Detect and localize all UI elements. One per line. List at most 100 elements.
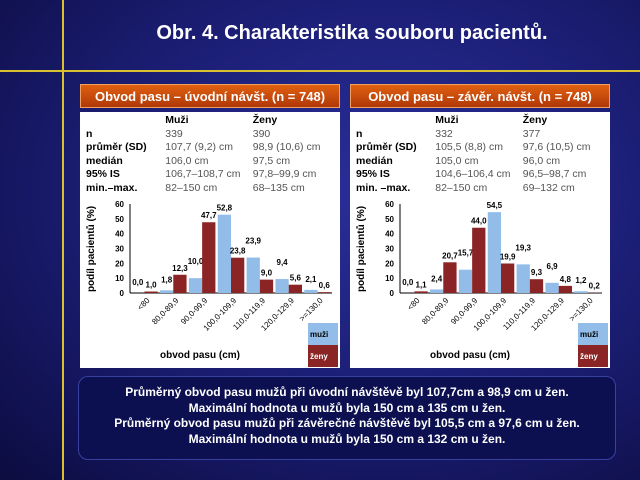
legend-label: muži	[580, 330, 598, 339]
bar-zeny	[144, 291, 158, 293]
stat-zeny: 68–135 cm	[252, 181, 305, 194]
bar-muzi	[430, 289, 444, 293]
legend-swatch	[578, 345, 608, 367]
y-tick-label: 20	[385, 259, 394, 268]
y-tick-label: 60	[115, 200, 124, 209]
legend-label: ženy	[310, 352, 328, 361]
data-label: 2,4	[431, 274, 443, 283]
legend-swatch	[308, 323, 338, 345]
data-label: 9,0	[261, 269, 273, 278]
col-header-zeny: Ženy	[522, 114, 548, 126]
bar-zeny	[414, 291, 428, 293]
data-label: 15,7	[458, 249, 474, 258]
bar-muzi	[160, 290, 174, 293]
note-line: Maximální hodnota u mužů byla 150 cm a 1…	[188, 431, 506, 446]
stat-zeny: 97,5 cm	[252, 154, 291, 167]
stat-label: n	[86, 127, 93, 140]
stat-label: 95% IS	[86, 168, 120, 180]
summary-note: Průměrný obvod pasu mužů při úvodní návš…	[78, 376, 616, 460]
stat-label: min. –max.	[356, 181, 411, 194]
bar-zeny	[173, 274, 187, 293]
x-axis-label: obvod pasu (cm)	[160, 350, 240, 361]
stats-row: průměr (SD) 105,5 (8,8) cm 97,6 (10,5) cm	[356, 141, 610, 155]
stat-muzi: 106,7–108,7 cm	[165, 168, 241, 180]
bar-muzi	[217, 214, 231, 293]
data-label: 47,7	[201, 211, 217, 220]
legend-swatch	[308, 345, 338, 367]
data-label: 0,2	[589, 282, 601, 291]
stats-table: Muži Ženy n 332 377 průměr (SD) 105,5 (8,8) cm…	[356, 114, 610, 195]
legend-swatch	[578, 323, 608, 345]
bar-zeny	[317, 292, 331, 293]
stat-label: průměr (SD)	[86, 141, 147, 153]
panel-header-initial: Obvod pasu – úvodní návšt. (n = 748)	[80, 84, 340, 108]
y-tick-label: 40	[385, 230, 394, 239]
bar-zeny	[231, 257, 245, 293]
col-header-zeny: Ženy	[252, 114, 278, 126]
bar-muzi	[275, 279, 289, 293]
stats-row: 95% IS 104,6–106,4 cm 96,5–98,7 cm	[356, 168, 610, 182]
bar-zeny	[202, 222, 216, 293]
note-line: Průměrný obvod pasu mužů při závěrečné n…	[114, 416, 580, 430]
bar-muzi	[545, 282, 559, 293]
y-tick-label: 40	[115, 230, 124, 239]
data-label: 1,2	[575, 276, 587, 285]
data-label: 12,3	[172, 264, 188, 273]
bar-zeny	[472, 227, 486, 293]
stat-label: min.–max.	[86, 181, 138, 194]
stats-table: Muži Ženy n 339 390 průměr (SD) 107,7 (9,2) cm…	[86, 114, 340, 195]
stats-row: n 339 390	[86, 128, 340, 142]
y-tick-label: 60	[385, 200, 394, 209]
bar-zeny	[558, 285, 572, 293]
bar-muzi	[188, 278, 203, 293]
y-tick-label: 0	[120, 289, 125, 298]
bar-chart: 0 10 20 30 40 50 60 0,0 1,0 <80 1,8 12,3 80,0-89,9 10…	[85, 200, 338, 367]
note-line: Maximální hodnota u mužů byla 150 cm a 1…	[188, 400, 506, 415]
decorative-vertical-line	[62, 0, 64, 480]
stat-zeny: 97,6 (10,5) cm	[522, 141, 591, 153]
x-tick-label: >=130,0	[568, 296, 596, 324]
bar-muzi	[246, 257, 260, 293]
stats-row: n 332 377	[356, 128, 610, 142]
stat-muzi: 106,0 cm	[165, 154, 209, 167]
stat-muzi: 105,0 cm	[435, 154, 479, 167]
x-tick-label: 80,0-89,9	[420, 296, 451, 327]
data-label: 1,0	[146, 281, 158, 290]
data-label: 6,9	[547, 262, 559, 271]
y-tick-label: 10	[385, 274, 394, 283]
y-tick-label: 30	[385, 245, 394, 254]
data-label: 54,5	[487, 201, 503, 210]
data-label: 10,0	[188, 257, 204, 266]
bar-zeny	[288, 284, 302, 293]
data-label: 9,4	[277, 258, 289, 267]
data-label: 2,1	[305, 275, 317, 284]
data-label: 1,1	[416, 280, 428, 289]
data-label: 0,0	[402, 278, 414, 287]
data-label: 52,8	[217, 204, 233, 213]
data-label: 23,8	[230, 247, 246, 256]
x-tick-label: >=130,0	[298, 296, 326, 324]
data-label: 44,0	[471, 217, 487, 226]
note-line: Průměrný obvod pasu mužů při úvodní návš…	[125, 385, 569, 399]
y-tick-label: 50	[115, 215, 124, 224]
bar-chart: 0 10 20 30 40 50 60 0,0 1,1 <80 2,4 20,7 80,0-89,9 15…	[355, 200, 608, 367]
stat-label: n	[356, 127, 363, 140]
legend-label: muži	[310, 330, 328, 339]
data-label: 19,3	[515, 243, 531, 252]
y-tick-label: 0	[390, 289, 395, 298]
stats-row: min.–max. 82–150 cm 68–135 cm	[86, 182, 340, 196]
data-label: 0,6	[319, 281, 331, 290]
stat-label: medián	[356, 154, 393, 167]
y-tick-label: 50	[385, 215, 394, 224]
stat-muzi: 82–150 cm	[435, 181, 488, 194]
bar-muzi	[304, 289, 318, 293]
data-label: 4,8	[560, 275, 572, 284]
bar-muzi	[516, 264, 530, 293]
y-axis-label: podíl pacientů (%)	[355, 206, 367, 292]
stat-muzi: 105,5 (8,8) cm	[435, 141, 503, 153]
stat-label: průměr (SD)	[356, 141, 417, 153]
data-label: 0,0	[132, 278, 144, 287]
stat-label: medián	[86, 154, 123, 167]
x-axis-label: obvod pasu (cm)	[430, 350, 510, 361]
stat-muzi: 107,7 (9,2) cm	[165, 141, 233, 153]
